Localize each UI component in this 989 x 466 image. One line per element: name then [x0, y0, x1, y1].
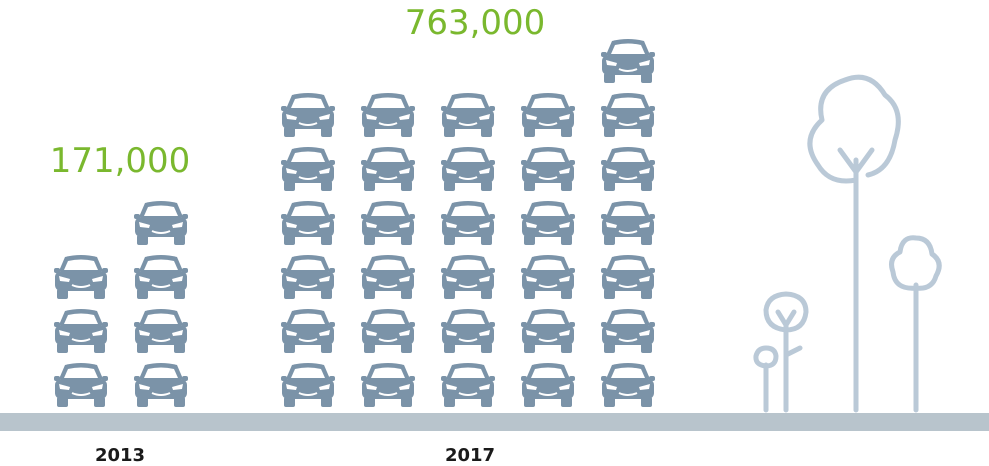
tree-medium — [889, 235, 942, 413]
car-icon — [360, 92, 416, 138]
car-icon — [520, 254, 576, 300]
car-icon — [280, 362, 336, 408]
tree-tiny — [753, 345, 779, 413]
car-icon — [133, 200, 189, 246]
value-label: 763,000 — [405, 3, 546, 43]
year-label: 2013 — [95, 445, 145, 466]
car-icon — [520, 146, 576, 192]
car-icon — [133, 362, 189, 408]
trees — [753, 74, 942, 413]
car-icon — [600, 38, 656, 84]
car-icon — [360, 200, 416, 246]
car-icon — [600, 92, 656, 138]
car-icon — [133, 308, 189, 354]
car-icon — [440, 254, 496, 300]
car-icon — [600, 308, 656, 354]
car-icon — [53, 254, 109, 300]
car-icon — [600, 146, 656, 192]
car-icon — [600, 362, 656, 408]
year-label: 2017 — [445, 445, 495, 466]
car-icons — [53, 38, 656, 408]
car-icon — [520, 362, 576, 408]
car-icon — [360, 146, 416, 192]
ground — [0, 413, 989, 431]
car-icon — [520, 200, 576, 246]
car-icon — [440, 146, 496, 192]
tree-large — [807, 74, 901, 413]
car-icon — [440, 92, 496, 138]
car-icon — [53, 308, 109, 354]
car-icon — [600, 254, 656, 300]
car-icon — [360, 362, 416, 408]
car-icon — [520, 92, 576, 138]
car-icon — [280, 200, 336, 246]
car-icon — [53, 362, 109, 408]
car-icon — [280, 254, 336, 300]
car-icon — [360, 308, 416, 354]
car-icon — [440, 308, 496, 354]
car-icon — [600, 200, 656, 246]
car-icon — [133, 254, 189, 300]
car-icon — [280, 308, 336, 354]
car-icon — [280, 146, 336, 192]
car-icon — [440, 362, 496, 408]
car-icon — [520, 308, 576, 354]
value-label: 171,000 — [50, 141, 191, 181]
car-icon — [440, 200, 496, 246]
car-icon — [360, 254, 416, 300]
car-icon — [280, 92, 336, 138]
tree-small — [763, 291, 809, 413]
